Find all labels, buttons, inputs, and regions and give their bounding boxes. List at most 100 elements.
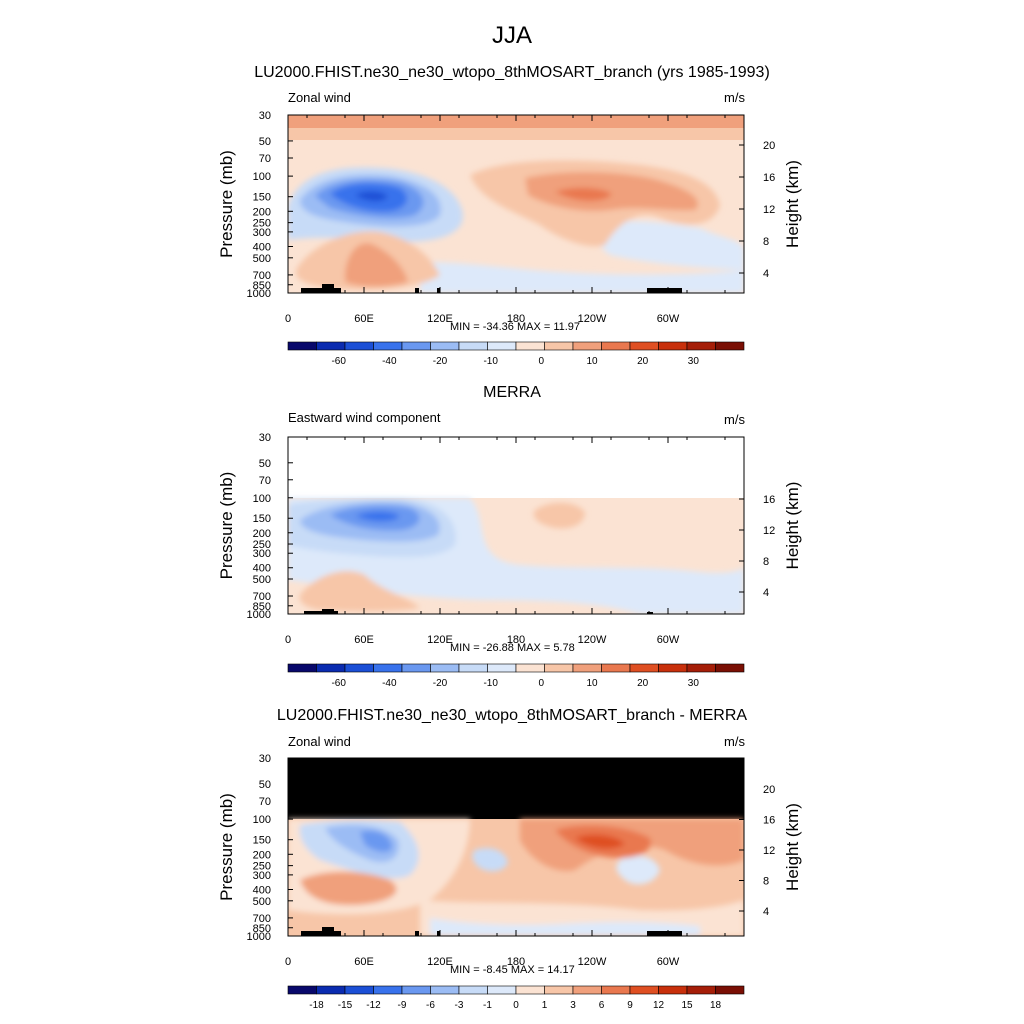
pressure-tick-label: 500 (253, 574, 271, 586)
colorbar-3-label: 3 (570, 1000, 576, 1011)
pressure-tick-label: 400 (253, 563, 271, 575)
colorbar-1-swatch (458, 341, 488, 351)
colorbar-2-swatch (373, 663, 403, 673)
colorbar-1-swatch (487, 341, 517, 351)
panel-3-masked-region (288, 758, 744, 819)
panel-1-topography-mask (301, 284, 682, 293)
colorbar-3-swatch (686, 985, 716, 995)
panel-1-upper-band (288, 128, 744, 140)
pressure-tick-label: 1000 (247, 931, 271, 943)
pressure-tick-label: 400 (253, 241, 271, 253)
colorbar-3-label: 1 (542, 1000, 548, 1011)
colorbar-1-swatch (601, 341, 631, 351)
panel-1-lower-neg-band (420, 262, 744, 293)
pressure-tick-label: 700 (253, 591, 271, 603)
pressure-tick-label: 200 (253, 206, 271, 218)
colorbar-2-label: -60 (331, 678, 346, 689)
colorbar-2-swatch (572, 663, 602, 673)
colorbar-2-swatch (686, 663, 716, 673)
panel-3-variable-label: Zonal wind (288, 734, 351, 749)
panel-2-title: MERRA (483, 384, 541, 401)
colorbar-2-label: -20 (433, 678, 448, 689)
panel-3-lower-neg-band (430, 918, 700, 936)
colorbar-1-swatch (572, 341, 602, 351)
colorbar-1-swatch (287, 341, 317, 351)
y-axis-label-pressure: Pressure (mb) (217, 793, 236, 901)
colorbar-1-swatch (430, 341, 460, 351)
colorbar-2-swatch (601, 663, 631, 673)
pressure-tick-label: 500 (253, 253, 271, 265)
panel-3-units-label: m/s (724, 734, 745, 749)
colorbar-3-label: -15 (338, 1000, 353, 1011)
colorbar-1-label: 10 (586, 356, 598, 367)
colorbar-2-label: -10 (483, 678, 498, 689)
panel-3-neg-region-inner (360, 830, 392, 852)
panel-3-lower-pos-region (300, 871, 397, 905)
colorbar-3-label: 9 (627, 1000, 633, 1011)
colorbar-1-swatch (629, 341, 659, 351)
x-tick-label: 0 (285, 634, 291, 646)
pressure-tick-label: 150 (253, 835, 271, 847)
colorbar-3-label: 6 (599, 1000, 605, 1011)
pressure-tick-label: 100 (253, 493, 271, 505)
pressure-tick-label: 1000 (247, 288, 271, 300)
pressure-tick-label: 70 (259, 475, 271, 487)
colorbar-3-swatch (601, 985, 631, 995)
colorbar-2-swatch (316, 663, 346, 673)
x-tick-label: 60W (657, 634, 680, 646)
pressure-tick-label: 1000 (247, 609, 271, 621)
colorbar-1-label: 0 (539, 356, 545, 367)
colorbar-1-label: -10 (483, 356, 498, 367)
colorbar-1-swatch (515, 341, 545, 351)
height-tick-label: 16 (763, 172, 775, 184)
pressure-tick-label: 50 (259, 136, 271, 148)
x-tick-label: 120E (427, 313, 453, 325)
colorbar-2-swatch (629, 663, 659, 673)
height-tick-label: 20 (763, 140, 775, 152)
colorbar-3-swatch (572, 985, 602, 995)
colorbar-1-label: -20 (433, 356, 448, 367)
y-axis-label-pressure: Pressure (mb) (217, 150, 236, 258)
colorbar-2-swatch (715, 663, 745, 673)
colorbar-3-swatch (287, 985, 317, 995)
colorbar-3-swatch (430, 985, 460, 995)
pressure-tick-label: 300 (253, 227, 271, 239)
colorbar-3-label: -9 (398, 1000, 407, 1011)
x-tick-label: 120W (578, 634, 607, 646)
panel-2-variable-label: Eastward wind component (288, 410, 441, 425)
colorbar-2-swatch (430, 663, 460, 673)
colorbar-2-label: 10 (586, 678, 598, 689)
pressure-tick-label: 700 (253, 913, 271, 925)
panel-3-neg-patch-180 (472, 848, 508, 872)
x-tick-label: 120W (578, 313, 607, 325)
colorbar-2-label: 0 (539, 678, 545, 689)
panel-2-pos-patch (533, 502, 585, 529)
height-tick-label: 4 (763, 587, 769, 599)
colorbar-1-label: -60 (331, 356, 346, 367)
panel-1-pos-region-mid (525, 172, 698, 211)
panel-2-plot (288, 437, 744, 614)
height-tick-label: 16 (763, 815, 775, 827)
panel-1-variable-label: Zonal wind (288, 90, 351, 105)
panel-1-stats: MIN = -34.36 MAX = 11.97 (450, 321, 581, 333)
height-tick-label: 8 (763, 876, 769, 888)
colorbar-3-label: 0 (513, 1000, 519, 1011)
pressure-tick-label: 150 (253, 192, 271, 204)
panel-3-plot (288, 758, 744, 936)
colorbar-1-label: -40 (382, 356, 397, 367)
panel-1-units-label: m/s (724, 90, 745, 105)
pressure-tick-label: 250 (253, 539, 271, 551)
panel-3-stats: MIN = -8.45 MAX = 14.17 (450, 964, 575, 976)
panel-3-pos-core (575, 834, 625, 849)
x-tick-label: 60E (354, 956, 374, 968)
panel-2-topography-mask (304, 609, 653, 614)
colorbar-3-label: 18 (710, 1000, 722, 1011)
panel-2-stats: MIN = -26.88 MAX = 5.78 (450, 642, 575, 654)
height-tick-label: 12 (763, 845, 775, 857)
pressure-tick-label: 50 (259, 779, 271, 791)
panel-2-nodata-region (288, 437, 744, 498)
pressure-tick-label: 30 (259, 432, 271, 444)
pressure-tick-label: 850 (253, 923, 271, 935)
colorbar-layer: -60 -40 -20 -10 0 10 20 30-60 -40 -20 -10 0 10 20 30-1… (287, 341, 745, 1011)
